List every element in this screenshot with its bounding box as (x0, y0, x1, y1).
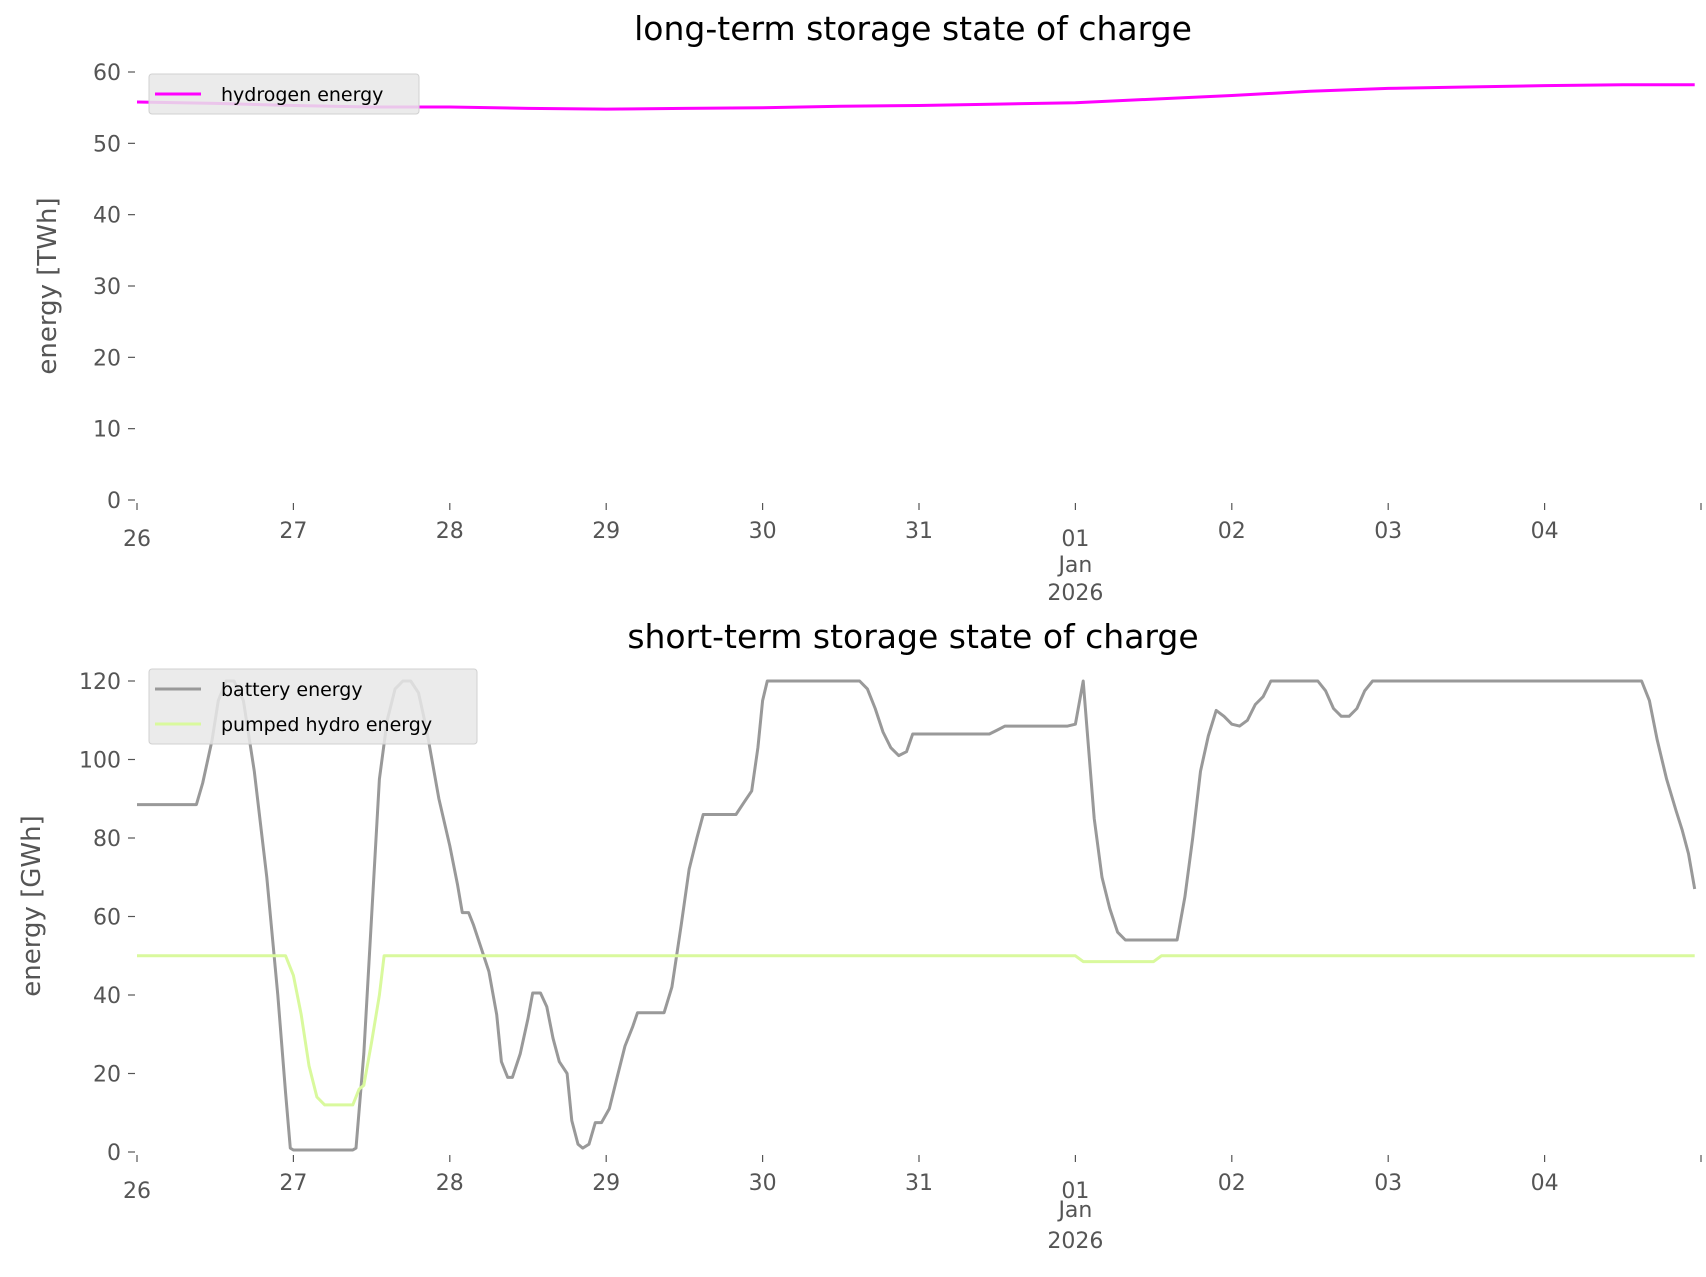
x-tick-label: 01 (1061, 527, 1089, 552)
series-line-battery-energy (137, 679, 1697, 1152)
chart-title: long-term storage state of charge (634, 9, 1192, 48)
x-tick-label: 29 (592, 1171, 620, 1196)
x-tick-label: 03 (1374, 1171, 1402, 1196)
series-line-pumped-hydro-energy (137, 954, 1695, 1107)
x-tick-label: 27 (279, 1171, 307, 1196)
y-tick-label: 0 (107, 489, 121, 514)
chart-panel-2: short-term storage state of charge energy… (17, 617, 1702, 1254)
x-tick-sublabel: Jan (1056, 553, 1092, 578)
x-tick-label: 03 (1374, 519, 1402, 544)
legend-label: battery energy (221, 679, 363, 701)
legend-label: pumped hydro energy (221, 714, 432, 736)
y-tick-label: 10 (93, 418, 121, 443)
chart-panel-1: long-term storage state of charge energy … (33, 9, 1702, 606)
legend: hydrogen energy (148, 73, 420, 115)
x-tick-label: 28 (436, 1171, 464, 1196)
y-tick-label: 50 (93, 132, 121, 157)
x-tick-label: 31 (905, 1171, 933, 1196)
x-tick-sublabel: 2026 (1047, 581, 1103, 606)
y-tick-label: 30 (93, 275, 121, 300)
x-tick-label: 31 (905, 519, 933, 544)
y-tick-label: 60 (93, 906, 121, 931)
x-tick-label: 27 (279, 519, 307, 544)
y-axis-label: energy [GWh] (17, 815, 47, 996)
x-tick-sublabel: 2026 (1047, 1229, 1103, 1254)
y-tick-label: 40 (93, 984, 121, 1009)
y-tick-label: 60 (93, 61, 121, 86)
legend-box (148, 73, 420, 115)
chart-title: short-term storage state of charge (627, 617, 1198, 656)
y-tick-label: 120 (79, 670, 121, 695)
x-tick-label: 29 (592, 519, 620, 544)
legend-label: hydrogen energy (221, 84, 383, 106)
legend: battery energy pumped hydro energy (148, 668, 478, 745)
x-tick-label: 02 (1218, 519, 1246, 544)
x-tick-label: 02 (1218, 1171, 1246, 1196)
x-tick-label: 04 (1531, 519, 1559, 544)
y-tick-label: 20 (93, 346, 121, 371)
y-tick-label: 100 (79, 749, 121, 774)
x-tick-label: 28 (436, 519, 464, 544)
y-tick-label: 0 (107, 1141, 121, 1166)
x-tick-label: 30 (749, 519, 777, 544)
y-tick-label: 80 (93, 827, 121, 852)
legend-box (148, 668, 478, 745)
x-tick-label: 26 (123, 1179, 151, 1204)
y-tick-label: 20 (93, 1063, 121, 1088)
x-tick-label: 01 (1061, 1179, 1089, 1204)
x-tick-sublabel: Jan (1056, 1198, 1092, 1223)
x-tick-label: 26 (123, 527, 151, 552)
y-tick-label: 40 (93, 204, 121, 229)
x-tick-label: 04 (1531, 1171, 1559, 1196)
x-tick-label: 30 (749, 1171, 777, 1196)
y-axis-label: energy [TWh] (33, 197, 63, 374)
